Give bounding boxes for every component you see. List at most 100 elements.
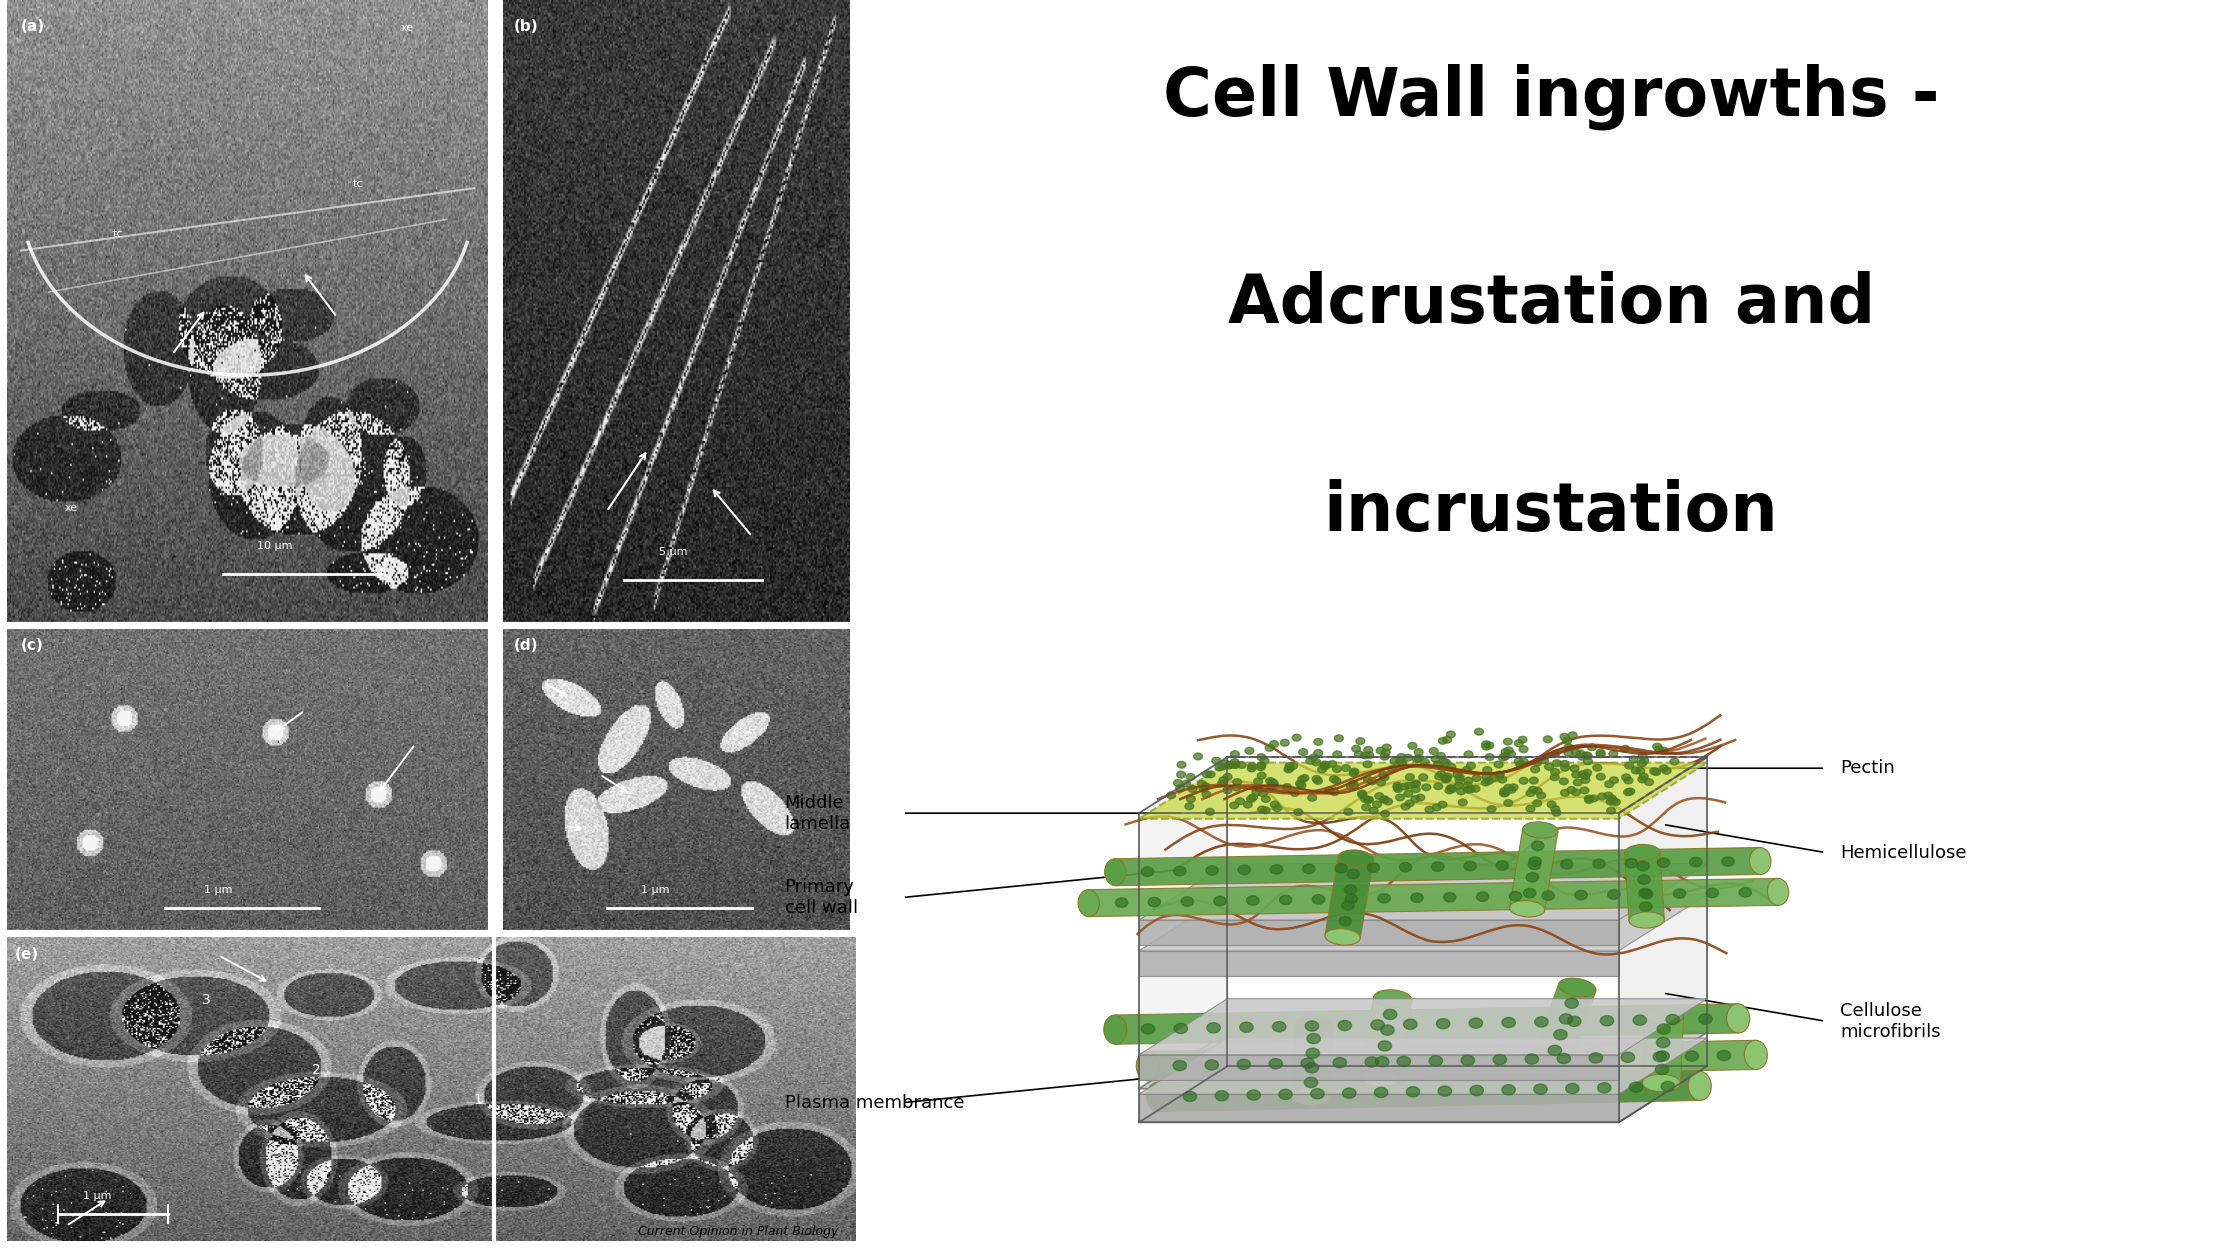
Circle shape: [1552, 760, 1561, 766]
Circle shape: [1637, 776, 1646, 782]
Text: 1 μm: 1 μm: [641, 885, 670, 895]
Circle shape: [1304, 864, 1315, 873]
Circle shape: [1223, 786, 1232, 794]
Circle shape: [1505, 747, 1514, 753]
Circle shape: [1463, 786, 1472, 793]
Circle shape: [1425, 806, 1434, 813]
Circle shape: [1404, 755, 1413, 761]
Text: tc: tc: [352, 179, 363, 189]
Circle shape: [1608, 795, 1617, 801]
Polygon shape: [1290, 1023, 1333, 1097]
Circle shape: [1443, 892, 1456, 902]
Circle shape: [1378, 893, 1391, 903]
Polygon shape: [1620, 757, 1707, 1123]
Text: Pectin: Pectin: [1839, 760, 1895, 777]
Circle shape: [1167, 791, 1176, 799]
Circle shape: [1313, 895, 1324, 905]
Circle shape: [1503, 800, 1512, 806]
Circle shape: [1550, 774, 1559, 781]
Circle shape: [1174, 867, 1185, 876]
Circle shape: [1655, 1051, 1669, 1061]
Circle shape: [1313, 777, 1322, 784]
Circle shape: [1355, 751, 1364, 757]
Text: Adcrustation and: Adcrustation and: [1228, 271, 1875, 336]
Circle shape: [1662, 1081, 1676, 1091]
Ellipse shape: [1295, 1016, 1333, 1033]
Circle shape: [1333, 751, 1342, 757]
Circle shape: [1270, 801, 1279, 808]
Circle shape: [1360, 795, 1369, 803]
Text: Hemicellulose: Hemicellulose: [1839, 843, 1967, 862]
Circle shape: [1534, 1084, 1548, 1094]
Circle shape: [1404, 1019, 1418, 1029]
Circle shape: [1375, 747, 1384, 753]
Ellipse shape: [1644, 1007, 1684, 1024]
Circle shape: [1396, 757, 1404, 764]
Circle shape: [1420, 759, 1429, 765]
Circle shape: [1579, 788, 1588, 794]
Circle shape: [1342, 1087, 1355, 1099]
Circle shape: [1469, 1018, 1483, 1028]
Circle shape: [1373, 801, 1382, 808]
Circle shape: [1205, 866, 1219, 876]
Circle shape: [1411, 780, 1420, 788]
Circle shape: [1436, 774, 1443, 780]
Circle shape: [1499, 776, 1508, 782]
Circle shape: [1436, 1018, 1449, 1029]
Polygon shape: [1138, 1066, 1707, 1123]
Circle shape: [1637, 862, 1649, 871]
Text: 5 μm: 5 μm: [659, 547, 688, 557]
Polygon shape: [1360, 997, 1411, 1080]
Text: (b): (b): [513, 19, 538, 34]
Circle shape: [1232, 779, 1241, 785]
Circle shape: [1245, 747, 1254, 755]
Ellipse shape: [1373, 990, 1411, 1008]
Circle shape: [1257, 806, 1266, 813]
Circle shape: [1393, 784, 1402, 791]
Circle shape: [1431, 862, 1445, 872]
Circle shape: [1337, 1021, 1351, 1031]
Circle shape: [1297, 776, 1306, 782]
Circle shape: [1413, 756, 1422, 762]
Circle shape: [1577, 750, 1586, 757]
Circle shape: [1364, 796, 1373, 803]
Circle shape: [1467, 762, 1476, 770]
Circle shape: [1384, 798, 1393, 805]
Text: (a): (a): [20, 19, 45, 34]
Circle shape: [1355, 738, 1364, 745]
Ellipse shape: [1510, 901, 1546, 917]
Polygon shape: [1116, 1004, 1738, 1045]
Circle shape: [1315, 750, 1322, 756]
Circle shape: [1559, 777, 1568, 785]
Circle shape: [1364, 746, 1373, 753]
Circle shape: [1351, 769, 1360, 775]
Circle shape: [1201, 782, 1210, 790]
Circle shape: [1644, 779, 1653, 785]
Circle shape: [1333, 1057, 1346, 1067]
Circle shape: [1259, 790, 1268, 796]
Circle shape: [1261, 795, 1270, 803]
Circle shape: [1588, 795, 1597, 801]
Circle shape: [1624, 777, 1633, 784]
Circle shape: [1310, 1089, 1324, 1099]
Circle shape: [1413, 755, 1422, 762]
Circle shape: [1640, 774, 1649, 780]
Ellipse shape: [1559, 978, 1597, 997]
Circle shape: [1559, 733, 1568, 740]
Circle shape: [1223, 762, 1232, 769]
Circle shape: [1557, 1053, 1570, 1063]
Circle shape: [1458, 799, 1467, 806]
Circle shape: [1532, 788, 1541, 794]
Circle shape: [1440, 759, 1449, 765]
Circle shape: [1243, 801, 1252, 808]
Text: incrustation: incrustation: [1324, 479, 1779, 544]
Circle shape: [1631, 767, 1640, 774]
Circle shape: [1270, 741, 1279, 747]
Circle shape: [1266, 784, 1275, 790]
Circle shape: [1364, 752, 1373, 759]
Polygon shape: [1138, 1094, 1620, 1123]
Circle shape: [1322, 761, 1328, 767]
Ellipse shape: [1077, 890, 1100, 916]
Circle shape: [1333, 777, 1342, 784]
Circle shape: [1198, 780, 1207, 788]
